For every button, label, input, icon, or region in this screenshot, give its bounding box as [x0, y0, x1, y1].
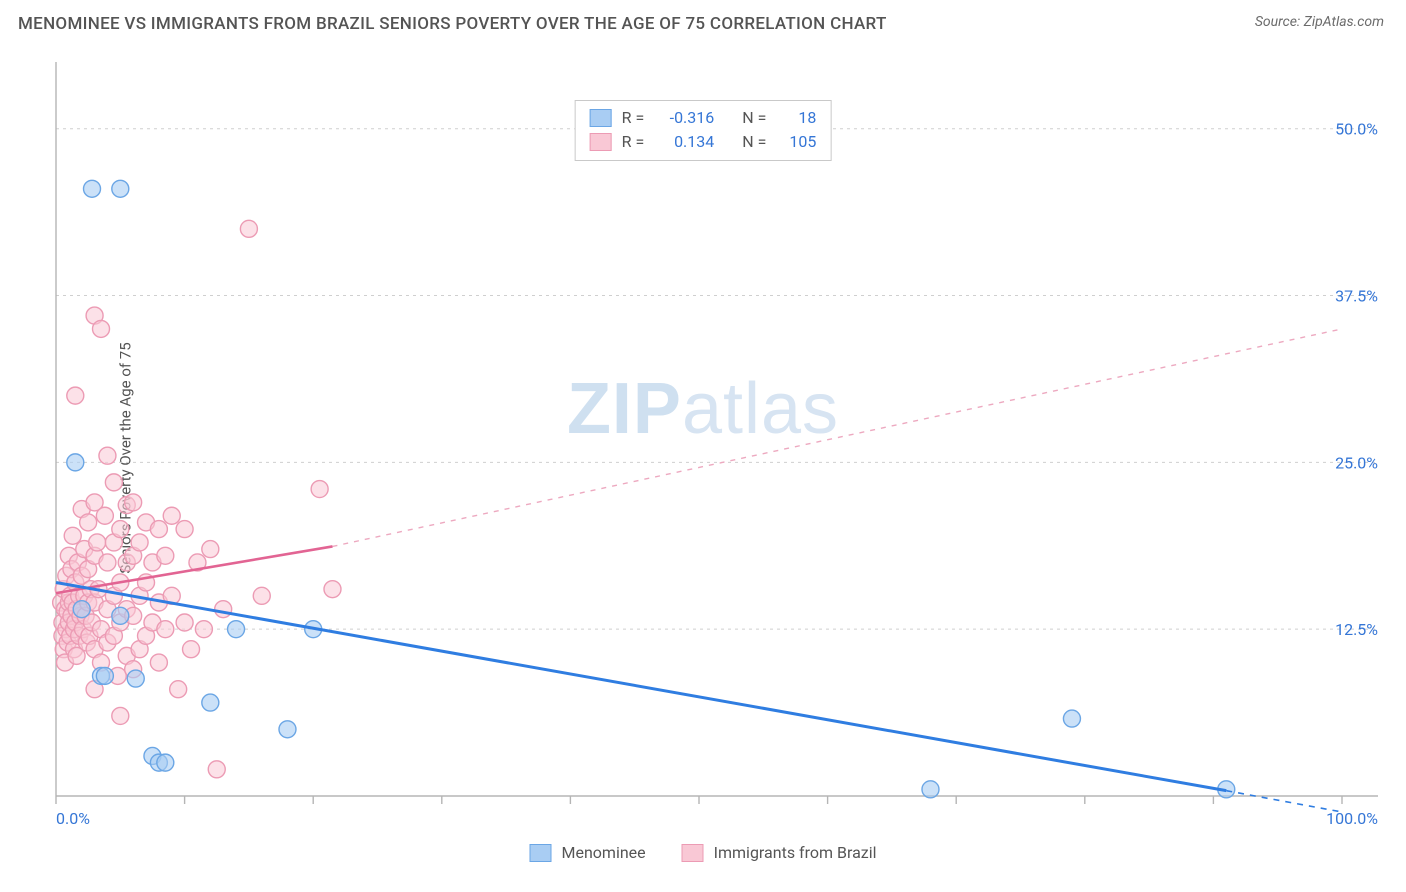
- svg-text:12.5%: 12.5%: [1335, 620, 1378, 639]
- swatch-pink-icon: [682, 844, 704, 862]
- svg-text:100.0%: 100.0%: [1326, 809, 1378, 828]
- legend-item-brazil: Immigrants from Brazil: [682, 843, 877, 862]
- plot-container: Seniors Poverty Over the Age of 75 ZIPat…: [0, 48, 1406, 868]
- stats-row-menominee: R = -0.316 N = 18: [590, 106, 817, 130]
- legend-label: Immigrants from Brazil: [714, 843, 877, 862]
- stats-legend: R = -0.316 N = 18 R = 0.134 N = 105: [575, 100, 832, 161]
- svg-text:25.0%: 25.0%: [1335, 453, 1378, 472]
- source-label: Source: ZipAtlas.com: [1255, 14, 1384, 30]
- svg-text:0.0%: 0.0%: [56, 809, 90, 828]
- svg-text:37.5%: 37.5%: [1335, 287, 1378, 306]
- chart-title: MENOMINEE VS IMMIGRANTS FROM BRAZIL SENI…: [18, 14, 887, 34]
- stats-row-brazil: R = 0.134 N = 105: [590, 130, 817, 154]
- scatter-plot: 12.5% 25.0% 37.5% 50.0% 0.0% 100.0%: [52, 48, 1392, 838]
- legend-item-menominee: Menominee: [530, 843, 646, 862]
- svg-text:50.0%: 50.0%: [1335, 120, 1378, 139]
- swatch-blue-icon: [590, 109, 612, 127]
- legend-label: Menominee: [562, 843, 646, 862]
- swatch-blue-icon: [530, 844, 552, 862]
- swatch-pink-icon: [590, 133, 612, 151]
- series-legend: Menominee Immigrants from Brazil: [530, 843, 877, 862]
